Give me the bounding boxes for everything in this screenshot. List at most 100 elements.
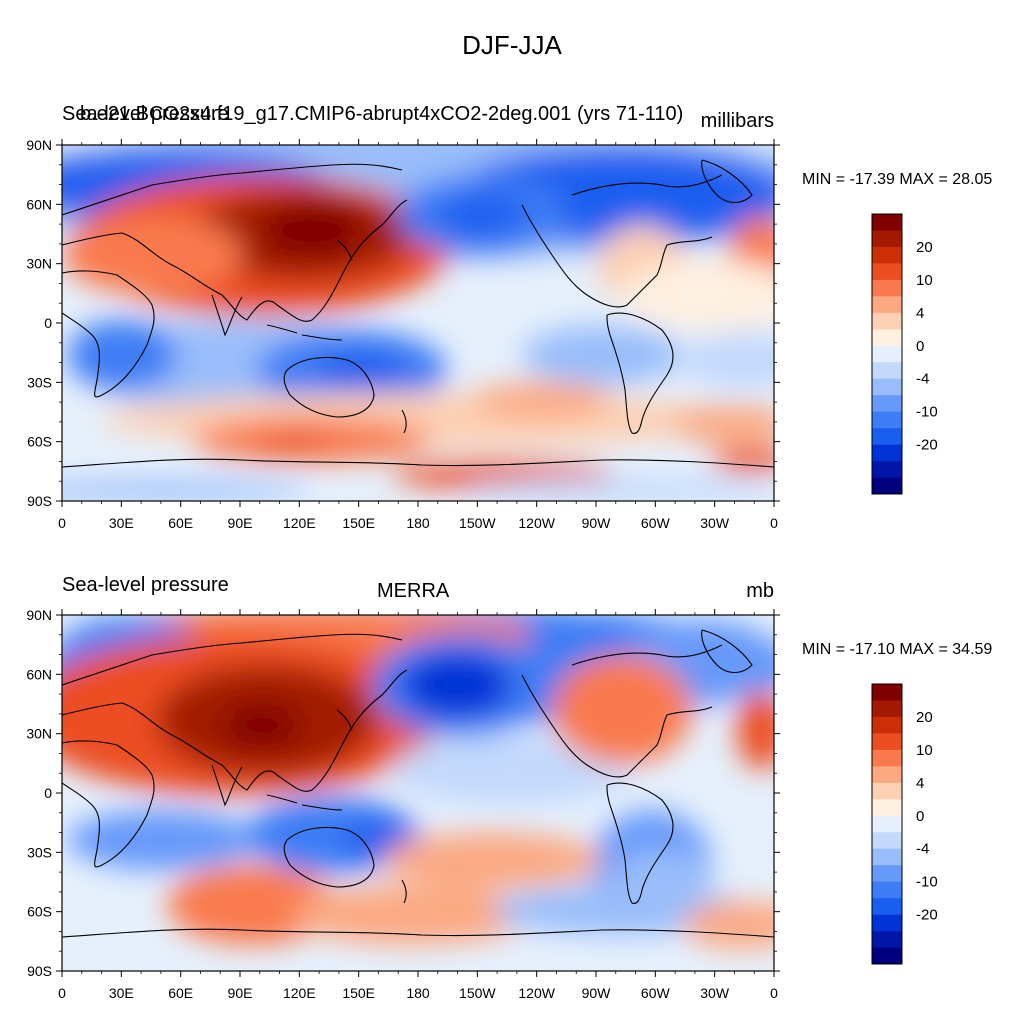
colorbar-swatch [872, 279, 902, 297]
colorbar-swatch [872, 411, 902, 429]
x-tick-label: 150W [459, 515, 496, 531]
pressure-region [252, 432, 332, 448]
colorbar-label: 20 [916, 709, 933, 726]
bottom-map-panel [61, 614, 775, 972]
colorbar-swatch [872, 832, 902, 850]
x-tick-label: 0 [58, 515, 66, 531]
panel2-min-max: MIN = -17.10 MAX = 34.59 [802, 641, 993, 658]
panel2-center-title: MERRA [377, 580, 450, 602]
colorbar-swatch [872, 749, 902, 767]
x-tick-label: 0 [58, 985, 66, 1001]
pressure-region [737, 690, 774, 770]
colorbar-swatch [872, 362, 902, 380]
pressure-region [437, 193, 527, 237]
x-tick-label: 150E [342, 985, 375, 1001]
colorbar-swatch [872, 881, 902, 899]
top-colorbar: 20 10 4 0 -4 -10 -20 [871, 213, 938, 495]
y-tick-label: 0 [44, 315, 52, 331]
colorbar-swatch [872, 428, 902, 445]
colorbar-swatch [872, 931, 902, 948]
colorbar-label: 0 [916, 338, 924, 355]
colorbar-swatch [872, 461, 902, 478]
pressure-region [67, 810, 257, 870]
pressure-region [522, 325, 682, 385]
y-tick-label: 60N [26, 666, 52, 682]
colorbar-label: -10 [916, 874, 938, 891]
x-tick-label: 60W [641, 515, 671, 531]
colorbar-swatch [872, 733, 902, 751]
x-tick-label: 30W [700, 985, 730, 1001]
page-title: DJF-JJA [462, 30, 562, 60]
pressure-region [622, 260, 774, 330]
x-tick-label: 30W [700, 515, 730, 531]
bottom-map-axes: 90N 60N 30N 0 30S 60S 90S 0 30E 60E 90E 120E 150E 180… [26, 607, 780, 1001]
colorbar-swatch [872, 799, 902, 817]
y-tick-label: 90S [27, 963, 52, 979]
y-tick-label: 30N [26, 256, 52, 272]
colorbar-label: 10 [916, 272, 933, 289]
panel1-units: millibars [700, 110, 774, 132]
panel1-case-title: b.e21.BCO2x4.f19_g17.CMIP6-abrupt4xCO2-2… [80, 103, 684, 125]
colorbar-swatch [872, 914, 902, 932]
colorbar-label: -20 [916, 437, 938, 454]
colorbar-swatch [872, 214, 902, 231]
colorbar-swatch [872, 246, 902, 264]
colorbar-swatch [872, 263, 902, 281]
x-tick-label: 30E [109, 985, 134, 1001]
colorbar-label: 10 [916, 742, 933, 759]
colorbar-label: -4 [916, 841, 929, 858]
x-tick-label: 120W [518, 985, 555, 1001]
colorbar-label: 20 [916, 239, 933, 256]
y-tick-label: 30N [26, 726, 52, 742]
pressure-region [67, 320, 177, 390]
colorbar-swatch [872, 865, 902, 882]
pressure-region [472, 382, 612, 418]
pressure-region [402, 653, 512, 717]
pressure-region [712, 448, 774, 472]
y-tick-label: 60S [27, 904, 52, 920]
x-tick-label: 30E [109, 515, 134, 531]
x-tick-label: 0 [770, 985, 778, 1001]
colorbar-swatch [872, 395, 902, 412]
colorbar-label: -10 [916, 404, 938, 421]
top-map-axes: 90N 60N 30N 0 30S 60S 90S 0 30E 60E 90E 120E 150E 180… [26, 137, 780, 531]
pressure-region [682, 332, 774, 388]
colorbar-label: 4 [916, 775, 924, 792]
colorbar-label: -20 [916, 907, 938, 924]
colorbar-swatch [872, 898, 902, 915]
colorbar-label: -4 [916, 371, 929, 388]
pressure-region [552, 655, 692, 765]
x-tick-label: 150W [459, 985, 496, 1001]
colorbar-swatch [872, 684, 902, 701]
colorbar-swatch [872, 378, 902, 396]
colorbar-swatch [872, 848, 902, 866]
x-tick-label: 120E [283, 985, 316, 1001]
x-tick-label: 180 [406, 515, 430, 531]
panel2-left-title: Sea-level pressure [62, 574, 229, 596]
y-tick-label: 0 [44, 785, 52, 801]
colorbar-swatch [872, 766, 902, 784]
pressure-region [222, 703, 302, 747]
pressure-region [167, 865, 337, 945]
x-tick-label: 60E [168, 515, 193, 531]
pressure-region [672, 405, 774, 445]
pressure-region [317, 353, 407, 393]
x-tick-label: 120W [518, 515, 555, 531]
x-tick-label: 90W [582, 985, 612, 1001]
panel1-left-title: Sea-level pressure [62, 103, 229, 125]
y-tick-label: 60N [26, 196, 52, 212]
pressure-region [382, 832, 602, 888]
pressure-region [62, 215, 242, 295]
top-map-panel [61, 144, 775, 502]
pressure-region [62, 480, 312, 500]
pressure-region [292, 885, 532, 945]
colorbar-swatch [872, 230, 902, 248]
x-tick-label: 0 [770, 515, 778, 531]
pressure-region [682, 901, 774, 949]
colorbar-swatch [872, 312, 902, 330]
colorbar-swatch [872, 947, 902, 965]
colorbar-label: 4 [916, 305, 924, 322]
colorbar-swatch [872, 815, 902, 833]
panel1-min-max: MIN = -17.39 MAX = 28.05 [802, 171, 993, 188]
